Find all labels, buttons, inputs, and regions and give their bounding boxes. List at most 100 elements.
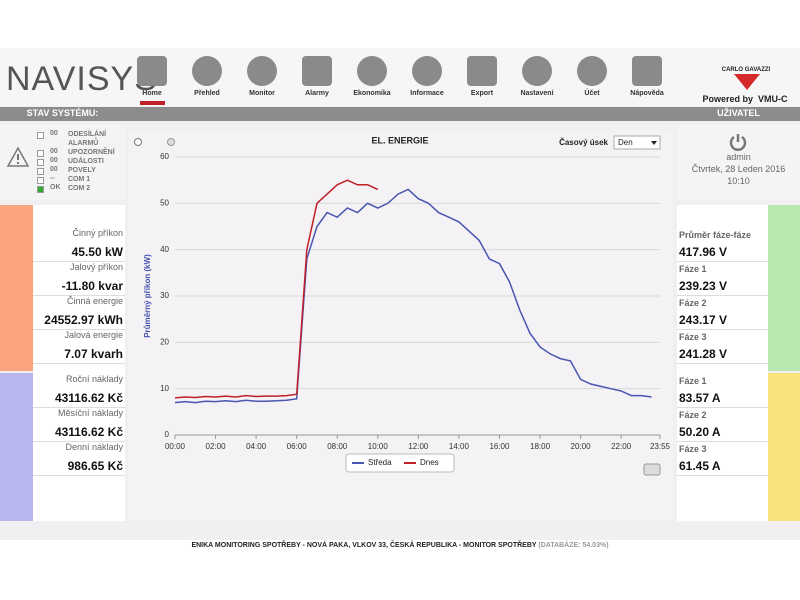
- metric-divider: [677, 329, 768, 330]
- legend-label[interactable]: Středa: [368, 458, 392, 467]
- nav-icon[interactable]: [192, 56, 222, 86]
- logo: NAVISYS: [6, 60, 158, 98]
- user-name: admin: [726, 152, 751, 162]
- powered-by: Powered by VMU-C: [702, 94, 788, 104]
- nav-label[interactable]: Monitor: [249, 90, 275, 97]
- period-select[interactable]: [613, 135, 661, 150]
- status-checkbox: [37, 186, 44, 193]
- nav-icon[interactable]: [577, 56, 607, 86]
- period-value[interactable]: Den: [618, 138, 633, 147]
- status-title: STAV SYSTÉMU:: [26, 108, 99, 118]
- nav-label[interactable]: Export: [470, 90, 494, 97]
- status-checkbox: [37, 132, 44, 139]
- legend-label[interactable]: Dnes: [420, 458, 439, 467]
- nav-icon[interactable]: [632, 56, 662, 86]
- metric-value: 417.96 V: [679, 245, 728, 259]
- metric-value: 43116.62 Kč: [54, 391, 123, 405]
- period-label: Časový úsek: [559, 138, 608, 147]
- nav-label[interactable]: Alarmy: [305, 90, 329, 97]
- status-label: COM 1: [68, 176, 91, 183]
- metric-label: Činná energie: [66, 296, 123, 306]
- metric-value: 7.07 kvarh: [64, 347, 123, 361]
- status-code: 00: [50, 148, 58, 155]
- x-tick-label: 23:55: [650, 442, 671, 451]
- metric-value: 83.57 A: [679, 391, 721, 405]
- metric-value: 50.20 A: [679, 425, 721, 439]
- status-checkbox: [37, 177, 44, 184]
- status-label: COM 2: [68, 185, 91, 192]
- x-tick-label: 12:00: [408, 442, 429, 451]
- chart-mode-radio[interactable]: [167, 138, 175, 146]
- metric-divider: [33, 475, 125, 476]
- y-tick-label: 20: [160, 337, 169, 346]
- nav-label[interactable]: Nastavení: [520, 90, 554, 97]
- warning-icon: [6, 146, 30, 167]
- brand-name: CARLO GAVAZZI: [721, 67, 771, 73]
- status-code: OK: [50, 184, 61, 191]
- status-label: ODESÍLÁNÍ ALARMŮ: [68, 131, 107, 147]
- status-code: --: [50, 175, 55, 182]
- status-code: 00: [50, 130, 58, 137]
- status-checkbox: [37, 159, 44, 166]
- metric-label: Měsíční náklady: [57, 408, 123, 418]
- metric-value: 24552.97 kWh: [44, 313, 123, 327]
- status-code: 00: [50, 166, 58, 173]
- nav-icon[interactable]: [357, 56, 387, 86]
- nav-label[interactable]: Účet: [584, 90, 600, 97]
- section-bar: [0, 107, 800, 121]
- nav-icon[interactable]: [467, 56, 497, 86]
- status-label: UPOZORNĚNÍ: [68, 149, 115, 156]
- y-tick-label: 60: [160, 152, 169, 161]
- nav-label[interactable]: Nápověda: [630, 90, 664, 97]
- chart: EL. ENERGIE Časový úsek Den Průměrný příkon…: [134, 135, 671, 476]
- metric-label: Průměr fáze-fáze: [679, 230, 752, 240]
- metric-value: 45.50 kW: [71, 245, 123, 259]
- y-tick-label: 10: [160, 384, 169, 393]
- nav-label[interactable]: Home: [142, 90, 162, 97]
- nav-icon[interactable]: [412, 56, 442, 86]
- cost-strip: [0, 373, 33, 521]
- user-date: Čtvrtek, 28 Leden 2016: [691, 164, 786, 174]
- period-arrow: [651, 141, 657, 145]
- x-tick-label: 20:00: [571, 442, 592, 451]
- nav-label[interactable]: Ekonomika: [353, 90, 391, 97]
- y-tick-label: 40: [160, 245, 169, 254]
- metric-divider: [677, 261, 768, 262]
- x-tick-label: 22:00: [611, 442, 632, 451]
- voltage-strip: [768, 205, 800, 371]
- logout-icon[interactable]: [728, 132, 748, 152]
- status-panel: [0, 125, 125, 200]
- y-tick-label: 50: [160, 198, 169, 207]
- metric-value: 241.28 V: [679, 347, 728, 361]
- y-tick-label: 30: [160, 291, 169, 300]
- metric-divider: [677, 407, 768, 408]
- nav-label[interactable]: Informace: [410, 90, 444, 97]
- x-tick-label: 00:00: [165, 442, 186, 451]
- chart-mode-radio[interactable]: [134, 138, 142, 146]
- nav-icon[interactable]: [302, 56, 332, 86]
- metric-label: Jalový příkon: [69, 262, 123, 272]
- metric-divider: [33, 295, 125, 296]
- footer-text: ENIKA MONITORING SPOTŘEBY - NOVÁ PAKA, V…: [191, 542, 539, 549]
- status-label: UDÁLOSTI: [68, 158, 104, 165]
- metric-divider: [33, 329, 125, 330]
- nav-label[interactable]: Přehled: [194, 90, 220, 97]
- nav-icon[interactable]: [137, 56, 167, 86]
- series-line: [174, 179, 379, 399]
- status-checkbox: [37, 150, 44, 157]
- power-strip: [0, 205, 33, 371]
- metric-label: Fáze 3: [679, 332, 707, 342]
- metric-label: Roční náklady: [65, 374, 123, 384]
- nav-icon[interactable]: [522, 56, 552, 86]
- user-time: 10:10: [727, 176, 750, 186]
- metric-divider: [33, 441, 125, 442]
- legend-box: [345, 453, 455, 473]
- footer-db: (DATABÁZE: 54.03%): [538, 542, 609, 549]
- x-tick-label: 08:00: [327, 442, 348, 451]
- metric-divider: [677, 441, 768, 442]
- metric-value: 239.23 V: [679, 279, 728, 293]
- metric-divider: [677, 363, 768, 364]
- print-button[interactable]: [643, 463, 661, 476]
- status-label: POVELY: [68, 167, 96, 174]
- nav-icon[interactable]: [247, 56, 277, 86]
